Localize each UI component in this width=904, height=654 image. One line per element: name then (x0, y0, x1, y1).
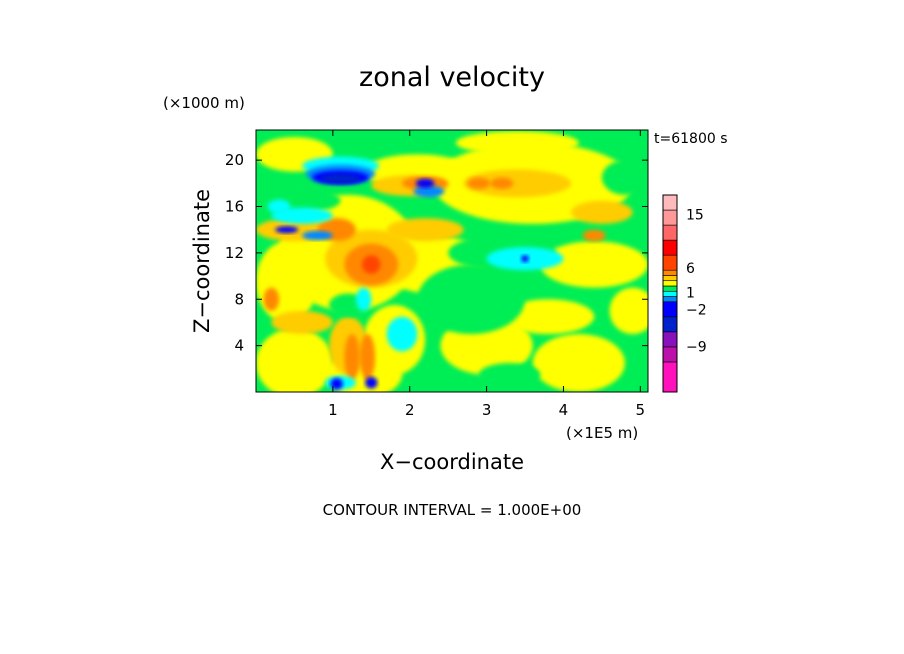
contour-region (521, 255, 529, 263)
contour-region (601, 160, 648, 195)
y-axis-ticks: 4 8 12 16 20 (225, 151, 648, 355)
contour-region (417, 264, 526, 335)
contour-region (344, 334, 360, 381)
x-tick-label: 1 (328, 401, 338, 419)
x-axis-label: X−coordinate (380, 450, 524, 474)
y-tick-label: 16 (225, 198, 244, 216)
contour-region (263, 287, 280, 311)
contour-region (455, 131, 579, 155)
contour-region (320, 174, 361, 184)
colorbar-swatch (662, 194, 678, 211)
contour-region (490, 177, 514, 190)
y-tick-label: 8 (234, 290, 244, 308)
y-axis-label: Z−coordinate (190, 189, 214, 333)
colorbar-swatch (662, 331, 678, 348)
colorbar-swatch (662, 254, 678, 271)
colorbar-label: 6 (686, 261, 695, 277)
x-tick-label: 3 (482, 401, 492, 419)
colorbar-swatch (662, 290, 678, 297)
contour-region (532, 334, 625, 392)
contour-region (330, 378, 343, 390)
contour-region (267, 199, 291, 214)
colorbar-swatch (662, 346, 678, 363)
colorbar-label: 15 (686, 208, 704, 224)
contour-region (609, 287, 648, 335)
contour-region (415, 178, 435, 188)
chart-title: zonal velocity (359, 62, 545, 93)
colorbar-swatch (662, 301, 678, 318)
x-tick-label: 4 (559, 401, 569, 419)
contour-region (302, 230, 333, 241)
colorbar-swatch (662, 316, 678, 333)
contour-region (386, 218, 464, 242)
contour-region (355, 287, 372, 311)
colorbar-label: −2 (686, 302, 707, 318)
contour-region (413, 185, 445, 198)
contour-regions (256, 131, 648, 392)
x-tick-label: 2 (405, 401, 415, 419)
contour-region (463, 169, 572, 198)
x-tick-label: 5 (636, 401, 646, 419)
contour-region (365, 376, 378, 389)
y-tick-label: 20 (225, 151, 244, 169)
contour-region (501, 299, 595, 335)
contour-region (478, 363, 541, 387)
contour-region (271, 310, 333, 335)
y-unit-label: (×1000 m) (163, 94, 245, 112)
colorbar-swatch (662, 280, 678, 287)
contour-region (275, 226, 299, 234)
plot-area (255, 129, 649, 393)
colorbar-swatch (662, 224, 678, 241)
contour-region (271, 207, 333, 224)
contour-region (362, 255, 381, 274)
colorbar-swatch (662, 361, 678, 393)
contour-region (582, 229, 606, 242)
colorbar-swatch (662, 275, 678, 282)
plot-frame (255, 129, 649, 393)
contour-region (386, 316, 418, 352)
colorbar-label: 1 (686, 286, 695, 302)
colorbar-labels: 15 6 1−2 −9 (686, 208, 707, 356)
colorbar-swatch (662, 296, 678, 303)
y-tick-label: 12 (225, 244, 244, 262)
colorbar-swatch (662, 269, 678, 276)
contour-region (571, 200, 633, 224)
y-tick-label: 4 (234, 337, 244, 355)
contour-region (467, 177, 491, 190)
x-unit-label: (×1E5 m) (566, 424, 638, 442)
contour-interval-label: CONTOUR INTERVAL = 1.000E+00 (323, 501, 582, 519)
time-label: t=61800 s (654, 131, 728, 147)
contour-region (540, 241, 648, 288)
contour-region (256, 328, 333, 392)
colorbar-swatch (662, 209, 678, 226)
x-axis-ticks: 1 2 3 4 5 (328, 130, 645, 419)
colorbar-swatch (662, 239, 678, 256)
colorbar (662, 194, 678, 393)
colorbar-label: −9 (686, 340, 707, 356)
contour-region (359, 334, 376, 381)
colorbar-frame (662, 194, 678, 393)
colorbar-swatch (662, 285, 678, 292)
